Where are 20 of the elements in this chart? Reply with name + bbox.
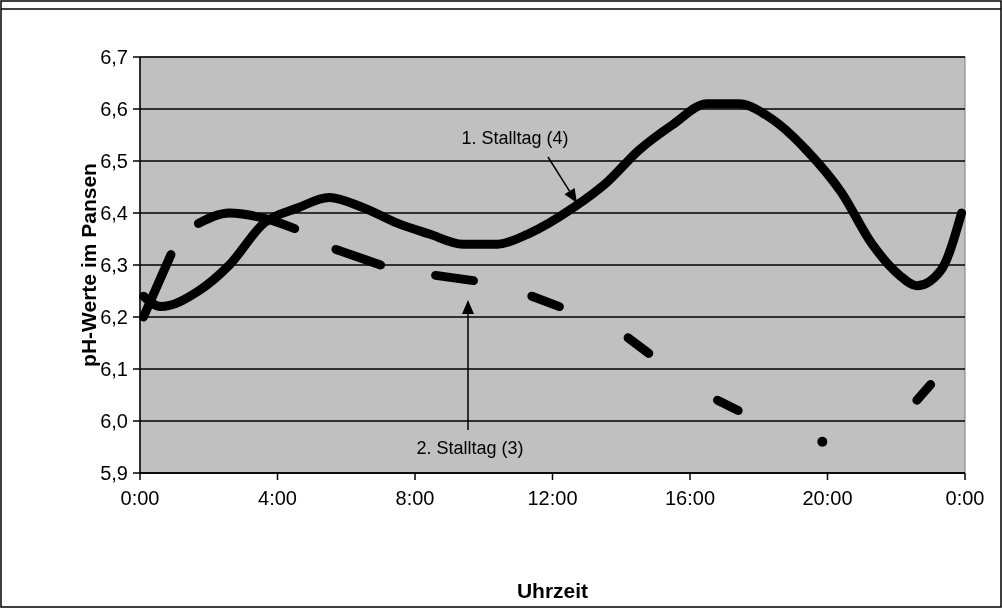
x-tick-label: 4:00 <box>258 487 297 509</box>
y-tick-label: 6,2 <box>100 306 128 328</box>
x-tick-label: 12:00 <box>527 487 578 509</box>
y-tick-label: 6,3 <box>100 254 128 276</box>
y-tick-label: 6,7 <box>100 46 128 68</box>
y-tick-label: 5,9 <box>100 462 128 484</box>
x-tick-label: 16:00 <box>664 487 716 509</box>
x-tick-label: 8:00 <box>395 487 435 509</box>
y-axis-title: pH-Werte im Pansen <box>77 163 100 367</box>
y-tick-label: 6,5 <box>100 150 128 172</box>
y-tick-label: 6,6 <box>100 98 128 120</box>
y-tick-label: 6,1 <box>100 358 128 380</box>
y-tick-label: 6,0 <box>100 410 128 432</box>
y-tick-label: 6,4 <box>100 202 128 224</box>
annotation: 1. Stalltag (4) <box>461 128 569 148</box>
x-tick-label: 0:00 <box>945 487 985 509</box>
x-tick-label: 0:00 <box>120 487 160 509</box>
annotation: 2. Stalltag (3) <box>416 438 524 458</box>
x-axis-title: Uhrzeit <box>516 579 589 602</box>
x-tick-label: 20:00 <box>802 487 853 509</box>
